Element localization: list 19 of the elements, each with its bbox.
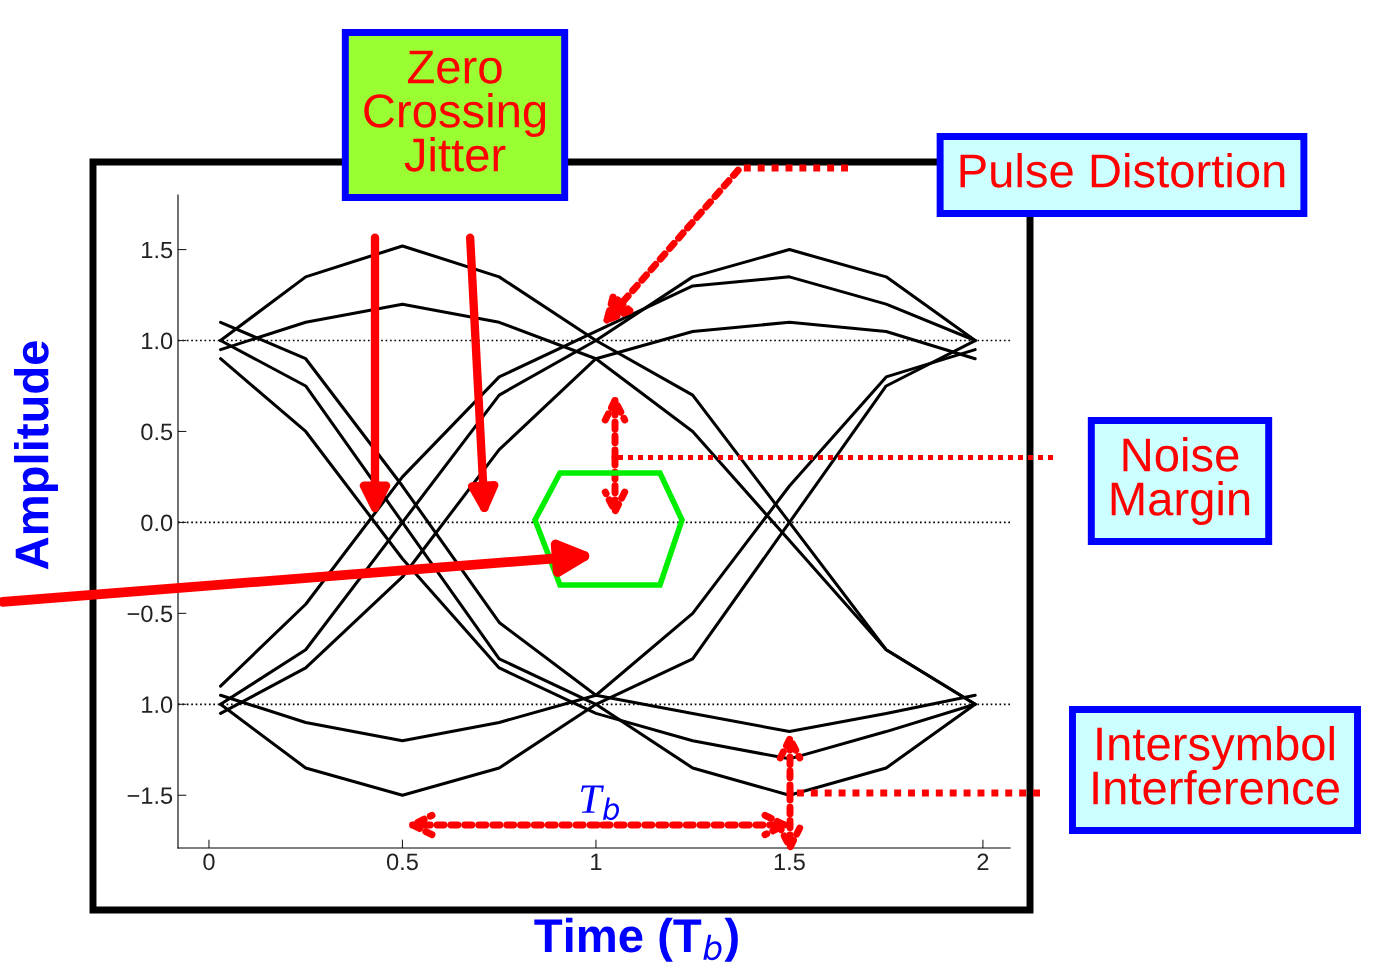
- text: Intersymbol Interference: [1093, 725, 1339, 805]
- y-tick-label: 0.0: [141, 514, 173, 532]
- x-tick-label: 0.5: [386, 853, 418, 871]
- x-axis-title: Time (T$_{b}$): [534, 917, 738, 962]
- text: Noise Margin: [1111, 436, 1250, 526]
- y-tick-label: −0.5: [127, 605, 173, 623]
- y-tick-label: −1.5: [127, 787, 173, 805]
- y-axis-title: Amplitude: [13, 341, 59, 570]
- x-tick-label: 0: [203, 853, 215, 871]
- annotation: T$_{b}$: [581, 785, 620, 821]
- text: Zero Crossing Jitter: [364, 50, 546, 172]
- x-tick-label: 2: [977, 853, 989, 870]
- y-tick-label: 1.0: [142, 696, 173, 714]
- y-tick-label: 1.5: [142, 241, 173, 259]
- x-tick-label: 1.5: [774, 853, 805, 871]
- x-tick-label: 1: [591, 853, 602, 870]
- y-tick-label: 0.5: [141, 423, 173, 441]
- y-tick-label: 1.0: [142, 332, 173, 350]
- text: Pulse Distortion: [960, 152, 1285, 188]
